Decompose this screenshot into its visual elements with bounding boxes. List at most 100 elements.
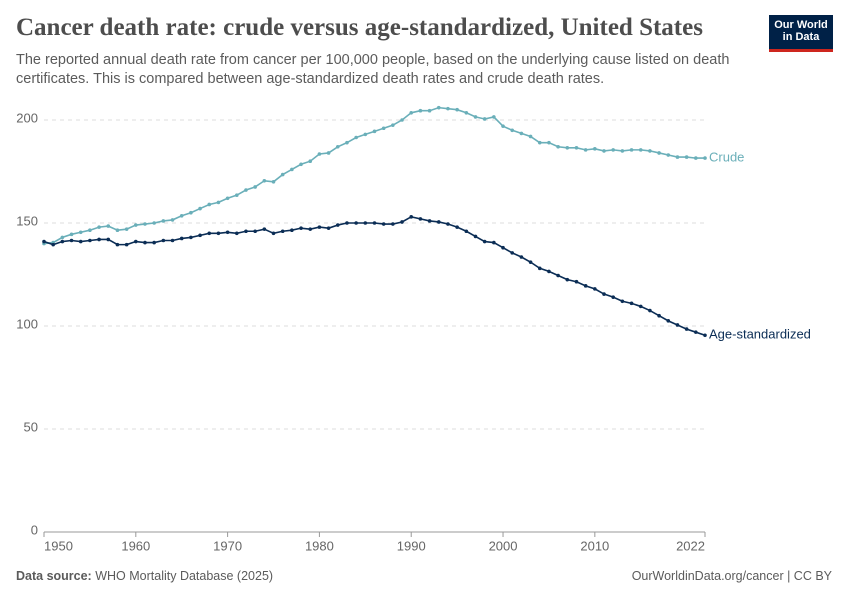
data-point	[234, 193, 239, 197]
data-point	[602, 149, 606, 153]
data-point	[528, 260, 533, 264]
x-tick-label: 1970	[213, 538, 242, 553]
data-point	[198, 206, 202, 211]
data-point	[694, 156, 698, 160]
x-tick-label: 1980	[305, 538, 334, 553]
data-point	[464, 110, 469, 115]
data-point	[583, 284, 588, 288]
data-point	[290, 167, 294, 172]
data-point	[501, 124, 505, 128]
data-point	[372, 129, 377, 134]
data-point	[354, 221, 358, 225]
y-tick-label: 0	[31, 522, 38, 537]
data-point	[574, 279, 579, 284]
data-point	[106, 237, 111, 242]
data-point	[115, 228, 120, 233]
data-point	[455, 225, 459, 229]
data-point	[482, 117, 487, 121]
data-point	[446, 222, 450, 226]
data-point	[519, 255, 524, 259]
data-point	[436, 220, 441, 224]
footer-credit[interactable]: OurWorldinData.org/cancer | CC BY	[631, 569, 832, 583]
data-point	[244, 188, 248, 192]
data-point	[234, 231, 239, 236]
y-tick-label: 200	[16, 110, 38, 125]
data-point	[262, 227, 267, 231]
data-point	[78, 230, 83, 235]
data-point	[666, 319, 671, 323]
data-point	[657, 313, 661, 318]
data-point	[244, 229, 248, 234]
data-point	[620, 149, 625, 153]
data-point	[170, 218, 175, 222]
y-tick-label: 150	[16, 213, 38, 228]
data-point	[675, 323, 680, 327]
data-point	[648, 149, 652, 153]
data-point	[106, 224, 111, 228]
x-tick-label: 1960	[121, 538, 150, 553]
data-point	[170, 238, 175, 243]
data-point	[290, 228, 294, 233]
data-point	[189, 210, 193, 215]
data-point	[602, 292, 606, 296]
data-point	[216, 231, 221, 236]
data-point	[198, 233, 202, 238]
data-point	[684, 155, 689, 159]
data-point	[492, 240, 496, 245]
data-point	[134, 223, 138, 227]
series-label: Crude	[709, 150, 744, 165]
data-point	[583, 148, 588, 152]
data-point	[326, 226, 331, 230]
data-point	[501, 245, 505, 250]
data-point	[161, 238, 166, 243]
data-point	[345, 221, 349, 225]
data-point	[335, 223, 340, 227]
data-point	[528, 134, 533, 139]
data-point	[134, 239, 138, 244]
data-point	[556, 273, 560, 278]
data-point	[88, 228, 92, 233]
data-point	[88, 238, 92, 243]
data-point	[97, 225, 101, 229]
data-point	[593, 147, 597, 151]
data-point	[455, 107, 459, 112]
data-point	[271, 231, 276, 236]
data-point	[308, 227, 313, 231]
data-point	[473, 115, 478, 119]
data-point	[391, 222, 395, 226]
data-point	[436, 105, 441, 110]
data-point	[510, 251, 515, 255]
data-point	[143, 240, 147, 245]
data-point	[253, 229, 257, 234]
data-point	[418, 108, 423, 113]
data-point	[519, 131, 524, 136]
source-label: Data source:	[16, 569, 92, 583]
data-point	[547, 140, 551, 145]
data-point	[464, 229, 469, 234]
data-point	[492, 115, 496, 119]
data-point	[216, 200, 221, 205]
chart-title: Cancer death rate: crude versus age-stan…	[16, 14, 703, 41]
data-point	[69, 232, 74, 237]
data-point	[326, 151, 331, 155]
x-tick-label: 2000	[489, 538, 518, 553]
data-point	[409, 215, 414, 219]
series-line	[43, 215, 706, 337]
logo[interactable]: Our World in Data	[769, 15, 833, 52]
y-tick-label: 100	[16, 316, 38, 331]
data-point	[262, 178, 267, 183]
data-point	[620, 299, 625, 304]
data-point	[299, 226, 303, 230]
data-point	[152, 240, 156, 245]
x-tick-label: 1950	[44, 538, 73, 553]
footer-source: Data source: WHO Mortality Database (202…	[16, 569, 273, 583]
data-point	[161, 219, 166, 223]
data-point	[51, 242, 55, 247]
data-point	[638, 304, 643, 309]
x-tick-label: 2022	[676, 538, 705, 553]
data-point	[363, 221, 368, 225]
data-point	[354, 135, 358, 140]
data-point	[271, 180, 276, 184]
data-point	[115, 242, 120, 247]
data-point	[684, 327, 689, 331]
